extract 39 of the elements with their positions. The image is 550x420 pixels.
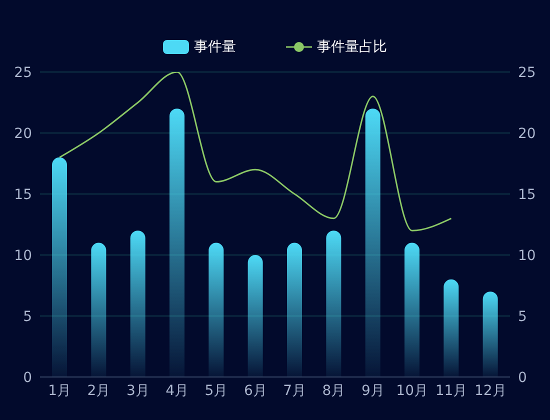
x-tick-label: 8月: [322, 382, 346, 399]
x-tick-label: 2月: [87, 382, 110, 399]
y2-tick-label: 20: [518, 126, 536, 142]
bar: [52, 157, 67, 377]
y2-tick-label: 15: [518, 186, 536, 203]
x-tick-label: 1月: [48, 382, 72, 399]
legend-label: 事件量占比: [317, 38, 387, 56]
x-tick-label: 5月: [204, 382, 228, 399]
x-tick-label: 9月: [361, 382, 384, 399]
y-tick-label: 0: [23, 370, 32, 386]
bar: [365, 108, 380, 377]
bar: [91, 242, 106, 377]
y2-tick-label: 0: [518, 370, 527, 386]
bar: [170, 108, 184, 377]
bar: [482, 292, 498, 377]
y-tick-label: 5: [23, 308, 32, 325]
x-tick-label: 7月: [283, 382, 306, 399]
y-tick-label: 10: [14, 248, 32, 264]
x-tick-label: 11月: [435, 382, 468, 399]
y-tick-label: 25: [14, 64, 32, 81]
x-tick-label: 4月: [166, 382, 189, 399]
x-tick-label: 12月: [474, 382, 506, 399]
bar: [248, 255, 263, 377]
x-tick-label: 3月: [126, 382, 150, 399]
bar: [404, 242, 420, 377]
line-series: [58, 72, 452, 232]
y-tick-label: 15: [14, 186, 32, 203]
bar: [208, 242, 224, 377]
x-tick-label: 6月: [244, 382, 267, 399]
y-tick-label: 20: [14, 126, 32, 142]
bar: [287, 242, 302, 377]
y2-tick-label: 5: [518, 308, 527, 325]
bar: [130, 230, 146, 377]
x-tick-label: 10月: [396, 382, 428, 399]
bar: [444, 279, 459, 377]
y2-tick-label: 25: [518, 64, 536, 81]
legend-label: 事件量: [194, 38, 236, 56]
bar: [326, 230, 342, 377]
y2-tick-label: 10: [518, 248, 536, 264]
